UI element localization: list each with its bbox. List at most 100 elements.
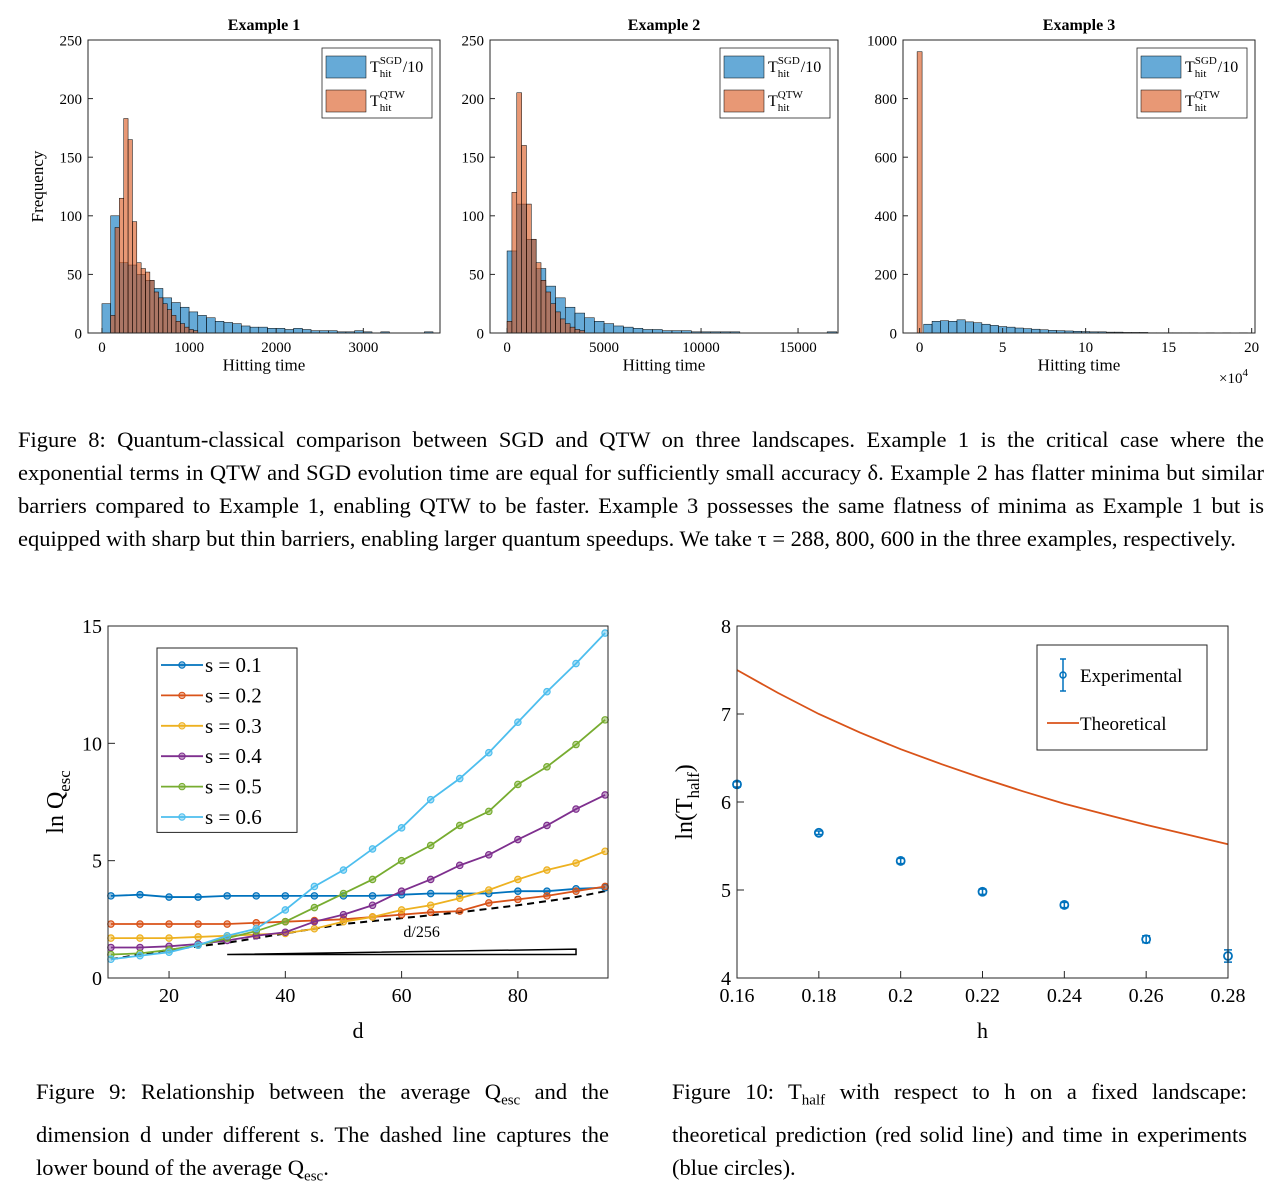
legend-label: T xyxy=(768,93,778,110)
legend-label-sup: SGD xyxy=(778,55,800,67)
histogram-bar xyxy=(119,198,123,333)
histogram-bar xyxy=(932,321,940,333)
series-marker xyxy=(457,775,463,781)
legend-swatch xyxy=(326,56,366,78)
histogram-bar xyxy=(570,327,575,333)
y-tick-label: 200 xyxy=(60,92,83,108)
histogram-bar xyxy=(541,280,546,333)
x-tick-label: 5 xyxy=(999,340,1007,356)
series-marker xyxy=(340,867,346,873)
histogram-bar xyxy=(141,269,145,333)
series-marker xyxy=(311,904,317,910)
y-tick-label: 200 xyxy=(875,268,898,284)
y-tick-label: 200 xyxy=(462,92,485,108)
caption-subscript: esc xyxy=(501,1093,520,1109)
legend-label: T xyxy=(370,93,380,110)
histogram-bar xyxy=(982,324,990,333)
series-marker xyxy=(515,781,521,787)
figure-9-caption: Figure 9: Relationship between the avera… xyxy=(36,1075,609,1193)
legend-label-sup: QTW xyxy=(380,89,406,101)
histogram-bar xyxy=(940,321,948,333)
series-marker xyxy=(282,918,288,924)
series-marker xyxy=(137,891,143,897)
histogram-bar xyxy=(159,298,163,333)
histogram-bar xyxy=(575,329,580,333)
histogram-bar xyxy=(565,324,570,333)
series-marker xyxy=(108,935,114,941)
legend-label-sup: SGD xyxy=(1195,55,1217,67)
histogram-bar xyxy=(233,324,242,333)
x-axis-label: Hitting time xyxy=(623,356,706,375)
y-tick-label: 6 xyxy=(721,792,731,814)
histogram-bar xyxy=(224,322,233,333)
series-marker xyxy=(311,918,317,924)
series-marker xyxy=(282,929,288,935)
legend-label-sup: QTW xyxy=(778,89,804,101)
annotation: d/256 xyxy=(403,924,439,941)
series-marker xyxy=(427,842,433,848)
y-tick-label: 4 xyxy=(721,968,731,990)
histogram-bar xyxy=(536,263,541,333)
series-marker xyxy=(544,764,550,770)
histogram-bar xyxy=(594,321,604,333)
histogram-bar xyxy=(604,324,614,333)
histogram-bar xyxy=(198,315,207,333)
x-tick-label: 40 xyxy=(275,985,295,1007)
series-marker xyxy=(108,921,114,927)
series-marker xyxy=(340,911,346,917)
series-marker xyxy=(544,893,550,899)
x-tick-label: 10 xyxy=(1078,340,1093,356)
histogram-bar xyxy=(623,327,633,333)
legend-label: s = 0.4 xyxy=(205,744,262,768)
legend-label: T xyxy=(1185,59,1195,76)
series-marker xyxy=(195,934,201,940)
x-tick-label: 10000 xyxy=(682,340,720,356)
series-marker xyxy=(457,908,463,914)
legend-marker xyxy=(179,662,185,668)
series-marker xyxy=(340,918,346,924)
x-tick-label: 60 xyxy=(392,985,412,1007)
histogram-bar xyxy=(294,328,303,333)
series-marker xyxy=(486,750,492,756)
legend-marker xyxy=(179,753,185,759)
y-tick-label: 100 xyxy=(462,209,485,225)
figure-10-caption: Figure 10: Thalf with respect to h on a … xyxy=(672,1075,1247,1184)
series-marker xyxy=(573,660,579,666)
series-marker xyxy=(544,822,550,828)
y-tick-label: 50 xyxy=(67,268,82,284)
series-marker xyxy=(573,860,579,866)
y-tick-label: 0 xyxy=(477,326,485,342)
slope-triangle xyxy=(227,949,576,954)
series-marker xyxy=(427,902,433,908)
caption-subscript: esc xyxy=(304,1168,323,1184)
histogram-bar xyxy=(146,272,150,333)
series-marker xyxy=(515,896,521,902)
legend-swatch xyxy=(724,56,764,78)
series-marker xyxy=(311,926,317,932)
histogram-bar xyxy=(507,321,512,333)
series-marker xyxy=(398,857,404,863)
series-marker xyxy=(457,862,463,868)
legend-label: T xyxy=(768,59,778,76)
y-tick-label: 150 xyxy=(462,150,485,166)
x-tick-label: 0 xyxy=(916,340,924,356)
series-marker xyxy=(224,893,230,899)
legend-marker xyxy=(179,814,185,820)
series-marker xyxy=(137,935,143,941)
y-axis-label-main: ln Q xyxy=(43,792,69,834)
legend-label: T xyxy=(1185,93,1195,110)
series-marker xyxy=(515,719,521,725)
legend-label-sub: hit xyxy=(380,68,392,80)
series-marker xyxy=(457,895,463,901)
histogram-bar xyxy=(1023,329,1031,333)
y-tick-label: 400 xyxy=(875,209,898,225)
histogram-bar xyxy=(172,315,176,333)
series-marker xyxy=(369,846,375,852)
legend-swatch xyxy=(1141,56,1181,78)
caption-text: Figure 9: Relationship between the avera… xyxy=(36,1079,501,1104)
series-marker xyxy=(398,907,404,913)
histogram-bar xyxy=(132,222,136,333)
